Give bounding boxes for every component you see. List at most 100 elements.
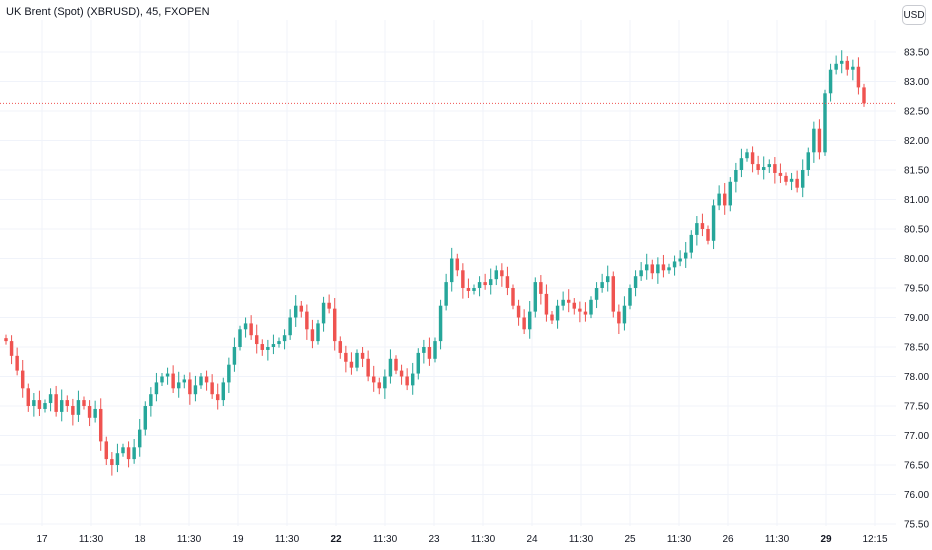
- y-tick-label: 83.50: [904, 48, 929, 59]
- candle-body: [405, 376, 409, 386]
- candle-body: [388, 358, 393, 377]
- candle-body: [355, 352, 359, 368]
- candle-body: [271, 344, 276, 347]
- y-tick-label: 76.00: [904, 490, 929, 501]
- candle-body: [282, 335, 287, 342]
- candle-body: [761, 167, 766, 170]
- candle-body: [338, 341, 343, 353]
- candle-body: [773, 164, 777, 173]
- candle-body: [360, 352, 365, 359]
- candle-body: [444, 282, 448, 306]
- candle-body: [87, 406, 92, 418]
- candle-body: [93, 408, 97, 418]
- candle-body: [845, 60, 850, 70]
- candle-body: [700, 223, 705, 229]
- candle-body: [722, 193, 727, 206]
- candle-body: [433, 341, 437, 359]
- candle-body: [210, 382, 214, 395]
- candle-body: [516, 305, 521, 318]
- candle-body: [82, 400, 86, 406]
- x-tick-label: 25: [624, 534, 636, 545]
- candle-body: [605, 276, 610, 283]
- candle-body: [260, 344, 265, 350]
- candle-body: [756, 164, 760, 170]
- candle-body: [43, 403, 47, 409]
- candle-body: [583, 311, 588, 315]
- candle-body: [59, 400, 64, 412]
- candle-body: [310, 329, 315, 342]
- candle-body: [215, 394, 220, 401]
- candle-body: [856, 66, 861, 88]
- candle-body: [232, 347, 237, 365]
- x-tick-label: 19: [232, 534, 244, 545]
- candle-body: [4, 338, 8, 342]
- candle-body: [477, 282, 482, 288]
- candle-body: [800, 170, 805, 188]
- y-tick-label: 76.50: [904, 461, 929, 472]
- x-tick-label: 29: [820, 534, 832, 545]
- candle-body: [750, 152, 755, 165]
- candle-body: [494, 270, 499, 280]
- candle-body: [461, 270, 465, 288]
- candle-body: [394, 358, 398, 371]
- y-tick-label: 83.00: [904, 77, 929, 88]
- x-tick-label: 11:30: [373, 534, 398, 545]
- candle-body: [533, 282, 538, 312]
- candle-body: [316, 323, 320, 342]
- candle-body: [344, 352, 348, 362]
- candle-body: [555, 305, 560, 321]
- y-tick-label: 77.00: [904, 431, 929, 442]
- candle-body: [511, 288, 515, 306]
- candle-body: [422, 347, 426, 353]
- candle-body: [371, 376, 376, 383]
- x-tick-label: 24: [526, 534, 538, 545]
- currency-badge[interactable]: USD: [902, 5, 926, 25]
- candle-body: [293, 305, 298, 318]
- candle-body: [383, 376, 387, 389]
- x-tick-label: 11:30: [667, 534, 692, 545]
- candle-body: [193, 385, 198, 395]
- candle-body: [466, 288, 471, 291]
- candle-body: [188, 379, 192, 395]
- candle-body: [332, 308, 337, 342]
- candle-body: [132, 447, 136, 460]
- candle-body: [121, 447, 125, 454]
- candle-body: [204, 376, 209, 383]
- candle-body: [851, 66, 855, 70]
- candle-body: [149, 394, 153, 406]
- candle-body: [561, 299, 565, 306]
- candle-body: [427, 347, 432, 359]
- candle-body: [522, 317, 526, 330]
- y-tick-label: 81.50: [904, 166, 929, 177]
- y-tick-label: 78.50: [904, 343, 929, 354]
- candle-body: [366, 358, 370, 377]
- candle-body: [500, 270, 504, 277]
- candle-body: [566, 299, 571, 303]
- candle-body: [488, 279, 493, 286]
- candle-body: [600, 282, 604, 288]
- candle-body: [20, 370, 25, 389]
- candle-body: [76, 400, 81, 415]
- y-tick-label: 80.50: [904, 225, 929, 236]
- candle-body: [661, 264, 666, 271]
- candle-body: [199, 376, 203, 386]
- x-tick-label: 18: [134, 534, 146, 545]
- y-tick-label: 82.50: [904, 107, 929, 118]
- candle-body: [745, 152, 749, 159]
- x-tick-label: 11:30: [275, 534, 300, 545]
- candle-body: [834, 63, 838, 70]
- candle-body: [48, 394, 53, 404]
- x-tick-label: 11:30: [471, 534, 496, 545]
- candle-body: [544, 293, 549, 315]
- candle-body: [305, 311, 309, 330]
- candle-body: [550, 314, 554, 321]
- candle-body: [266, 347, 270, 350]
- y-tick-label: 75.50: [904, 520, 929, 531]
- candle-body: [243, 323, 248, 330]
- candle-body: [472, 288, 476, 291]
- x-tick-label: 12:15: [862, 534, 887, 545]
- candle-body: [238, 329, 242, 347]
- candle-body: [449, 258, 454, 283]
- candle-body: [594, 288, 599, 300]
